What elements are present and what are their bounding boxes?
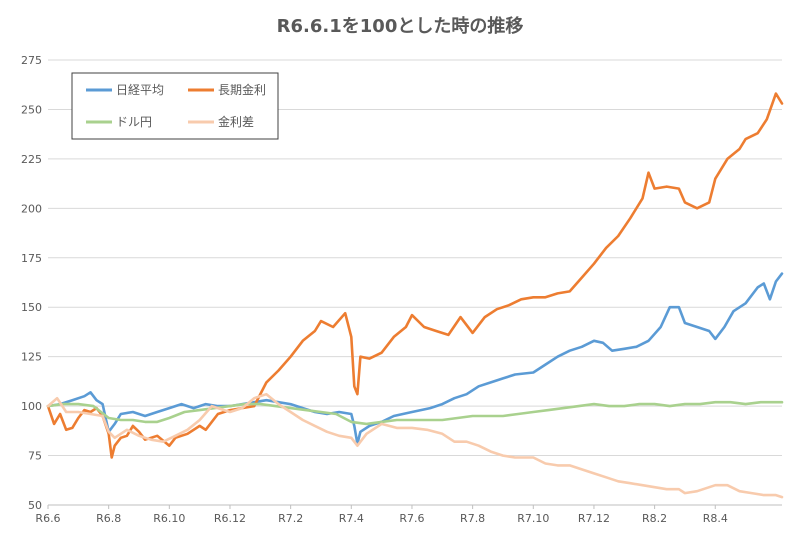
x-tick-label: R6.6 (35, 512, 60, 525)
y-tick-label: 150 (21, 301, 42, 314)
x-tick-label: R6.8 (96, 512, 121, 525)
legend-label: 日経平均 (116, 83, 164, 97)
legend-label: 金利差 (218, 114, 254, 129)
y-tick-label: 50 (28, 499, 42, 512)
x-tick-label: R7.12 (578, 512, 610, 525)
legend-label: 長期金利 (218, 82, 266, 97)
series-line-3 (46, 400, 784, 426)
y-tick-label: 125 (21, 351, 42, 364)
y-tick-label: 200 (21, 202, 42, 215)
chart-title: R6.6.1を100とした時の推移 (276, 16, 524, 37)
x-tick-label: R8.4 (703, 512, 728, 525)
x-tick-label: R6.10 (153, 512, 185, 525)
x-tick-label: R6.12 (214, 512, 246, 525)
axes: 50 75 100 125 150 175 200 225 250 275 R6.6 R6.8 R6.1… (21, 54, 782, 525)
y-tick-label: 100 (21, 400, 42, 413)
x-tick-label: R8.2 (642, 512, 667, 525)
y-tick-label: 175 (21, 252, 42, 265)
y-tick-label: 250 (21, 103, 42, 116)
x-tick-label: R7.2 (278, 512, 303, 525)
x-tick-label: R7.8 (460, 512, 485, 525)
series-line-2 (46, 92, 784, 459)
series-line-1 (46, 272, 784, 445)
y-tick-label: 75 (28, 450, 42, 463)
x-tick-label: R7.4 (339, 512, 364, 525)
y-tick-label: 275 (21, 54, 42, 67)
y-tick-label: 225 (21, 153, 42, 166)
legend-label: ドル円 (116, 115, 152, 129)
x-tick-label: R7.6 (399, 512, 424, 525)
legend-box (71, 72, 279, 140)
series-line-4 (46, 392, 784, 499)
x-tick-label: R7.10 (517, 512, 549, 525)
series-lines (46, 92, 784, 499)
